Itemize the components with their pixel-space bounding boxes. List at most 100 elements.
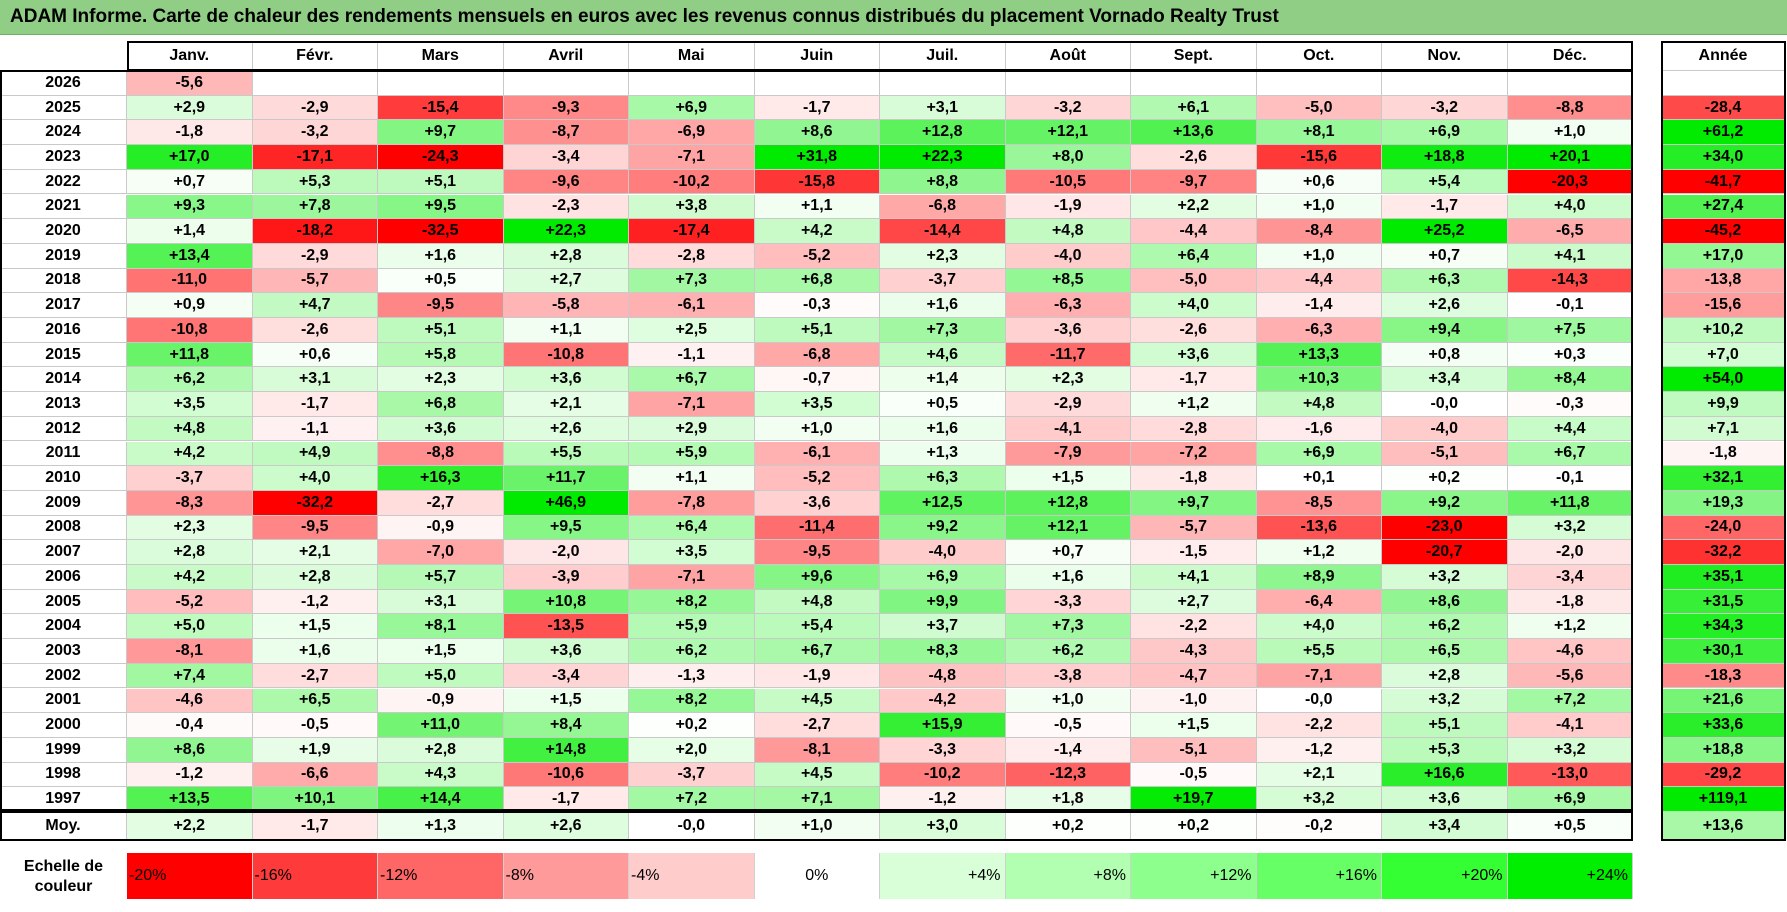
heatmap-cell: -7,1 xyxy=(629,565,755,590)
average-cell: +0,2 xyxy=(1005,811,1131,841)
heatmap-cell: +2,6 xyxy=(1382,293,1508,318)
heatmap-cell xyxy=(754,71,880,96)
color-scale-step: +4% xyxy=(880,853,1006,899)
heatmap-cell: -9,6 xyxy=(503,169,629,195)
heatmap-cell: +6,9 xyxy=(629,95,755,121)
heatmap-cell: +0,7 xyxy=(1382,243,1508,269)
heatmap-cell: -2,0 xyxy=(1507,540,1633,565)
heatmap-cell: -20,3 xyxy=(1507,169,1633,195)
heatmap-cell: +0,1 xyxy=(1256,466,1382,491)
color-scale-step: +16% xyxy=(1256,853,1382,899)
heatmap-cell: -4,7 xyxy=(1131,663,1257,689)
heatmap-cell: +11,8 xyxy=(1507,490,1633,516)
heatmap-cell: +9,5 xyxy=(503,515,629,541)
heatmap-cell: -5,0 xyxy=(1256,95,1382,121)
heatmap-cell: +3,2 xyxy=(1507,737,1633,763)
heatmap-cell: +6,8 xyxy=(754,268,880,294)
heatmap-cell: -9,7 xyxy=(1131,169,1257,195)
heatmap-cell: -1,2 xyxy=(880,787,1006,812)
heatmap-cell: +18,8 xyxy=(1382,145,1508,170)
heatmap-cell: -7,0 xyxy=(378,540,504,565)
heatmap-cell: +13,4 xyxy=(127,243,253,269)
annual-cell: +33,6 xyxy=(1661,713,1786,738)
heatmap-cell: -1,4 xyxy=(1256,293,1382,318)
heatmap-cell: +0,8 xyxy=(1382,342,1508,368)
annual-cell: +7,0 xyxy=(1661,342,1786,368)
heatmap-cell: +3,1 xyxy=(880,95,1006,121)
heatmap-cell: -14,4 xyxy=(880,219,1006,244)
heatmap-cell: -1,2 xyxy=(127,762,253,788)
heatmap-cell: +5,9 xyxy=(629,441,755,467)
heatmap-cell: +0,2 xyxy=(1382,466,1508,491)
heatmap-cell: -5,0 xyxy=(1131,268,1257,294)
heatmap-cell: -2,9 xyxy=(252,243,378,269)
heatmap-cell: -7,1 xyxy=(629,392,755,417)
heatmap-cell: +22,3 xyxy=(880,145,1006,170)
heatmap-cell: +5,1 xyxy=(378,318,504,343)
heatmap-cell: +4,2 xyxy=(754,219,880,244)
heatmap-cell: -7,1 xyxy=(1256,663,1382,689)
heatmap-cell: +12,8 xyxy=(880,120,1006,146)
heatmap-cell: +2,9 xyxy=(127,95,253,121)
row-year-label: 1999 xyxy=(0,737,127,763)
heatmap-cell: -15,4 xyxy=(378,95,504,121)
annual-cell: -13,8 xyxy=(1661,268,1786,294)
color-scale-step: -8% xyxy=(503,853,629,899)
heatmap-cell: +9,3 xyxy=(127,194,253,220)
heatmap-cell: +1,0 xyxy=(754,416,880,442)
heatmap-cell: +3,2 xyxy=(1256,787,1382,812)
heatmap-cell: +0,7 xyxy=(127,169,253,195)
heatmap-cell: -10,2 xyxy=(880,762,1006,788)
average-annual-cell: +13,6 xyxy=(1661,811,1786,841)
annual-cell: +17,0 xyxy=(1661,243,1786,269)
average-cell: +0,2 xyxy=(1131,811,1257,841)
heatmap-cell: -4,3 xyxy=(1131,639,1257,664)
heatmap-cell: -7,8 xyxy=(629,490,755,516)
heatmap-cell: -3,4 xyxy=(1507,565,1633,590)
heatmap-cell: +46,9 xyxy=(503,490,629,516)
heatmap-cell: +6,9 xyxy=(1507,787,1633,812)
row-year-label: 2017 xyxy=(0,293,127,318)
heatmap-cell: -1,1 xyxy=(629,342,755,368)
annual-cell: +35,1 xyxy=(1661,565,1786,590)
heatmap-cell: -0,5 xyxy=(252,713,378,738)
heatmap-cell: -0,9 xyxy=(378,515,504,541)
heatmap-cell: +0,9 xyxy=(127,293,253,318)
annual-cell: +19,3 xyxy=(1661,490,1786,516)
row-year-label: 2001 xyxy=(0,688,127,714)
average-cell: +1,0 xyxy=(754,811,880,841)
heatmap-cell: +1,9 xyxy=(252,737,378,763)
heatmap-cell: -0,5 xyxy=(1131,762,1257,788)
heatmap-cell xyxy=(1005,71,1131,96)
annual-cell: +7,1 xyxy=(1661,416,1786,442)
heatmap-cell: +1,4 xyxy=(127,219,253,244)
heatmap-cell: +9,9 xyxy=(880,589,1006,615)
heatmap-cell: -4,1 xyxy=(1005,416,1131,442)
color-scale-step: -20% xyxy=(127,853,253,899)
heatmap-cell: -9,5 xyxy=(754,540,880,565)
heatmap-cell: -2,6 xyxy=(1131,145,1257,170)
heatmap-cell: +5,3 xyxy=(1382,737,1508,763)
heatmap-cell: +8,4 xyxy=(503,713,629,738)
heatmap-cell: +10,1 xyxy=(252,787,378,812)
heatmap-cell: +3,7 xyxy=(880,614,1006,640)
heatmap-cell: +0,6 xyxy=(252,342,378,368)
row-year-label: 2020 xyxy=(0,219,127,244)
heatmap-cell: +12,5 xyxy=(880,490,1006,516)
heatmap-cell: -8,4 xyxy=(1256,219,1382,244)
heatmap-cell: -8,3 xyxy=(127,490,253,516)
heatmap-cell: -8,8 xyxy=(378,441,504,467)
row-year-label: 2019 xyxy=(0,243,127,269)
heatmap-cell: +7,3 xyxy=(1005,614,1131,640)
heatmap-cell: -8,8 xyxy=(1507,95,1633,121)
heatmap-cell: +5,4 xyxy=(1382,169,1508,195)
heatmap-cell: -2,9 xyxy=(252,95,378,121)
heatmap-cell: -2,3 xyxy=(503,194,629,220)
heatmap-cell: +2,7 xyxy=(503,268,629,294)
average-cell: -0,0 xyxy=(629,811,755,841)
heatmap-cell xyxy=(378,71,504,96)
annual-cell: +61,2 xyxy=(1661,120,1786,146)
annual-cell: +54,0 xyxy=(1661,367,1786,393)
heatmap-cell: -6,3 xyxy=(1005,293,1131,318)
heatmap-cell: +14,8 xyxy=(503,737,629,763)
